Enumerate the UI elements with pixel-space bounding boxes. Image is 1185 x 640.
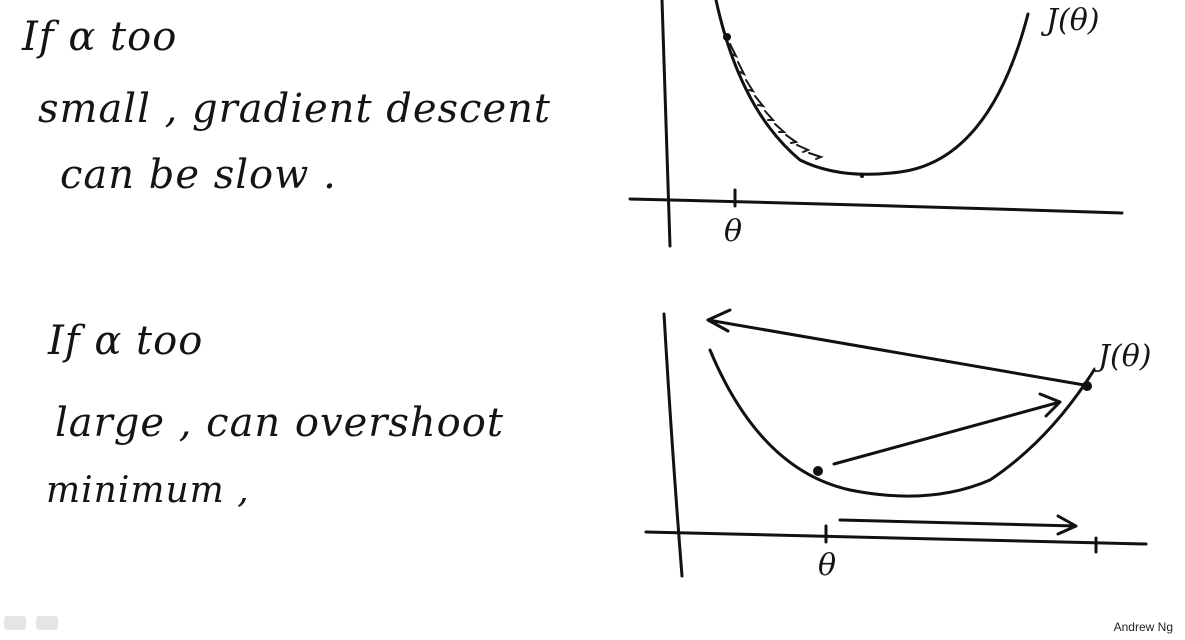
bottom-cost-label: J(θ)	[1092, 339, 1152, 374]
top-cost-curve	[714, 0, 1030, 176]
bottom-theta-label: θ	[818, 548, 836, 583]
small-alpha-note-line2: small , gradient descent	[38, 86, 551, 132]
top-start-point	[723, 33, 731, 41]
small-alpha-note-line3: can be slow .	[60, 152, 337, 198]
bottom-y-axis	[662, 312, 684, 578]
overshoot-arrow-up	[832, 392, 1062, 466]
note-control-icon[interactable]	[36, 616, 58, 630]
top-y-axis	[660, 0, 672, 248]
bottom-start-point	[813, 466, 823, 476]
overshoot-arrow-right	[838, 514, 1078, 536]
top-theta-label: θ	[724, 214, 742, 249]
large-alpha-note-line3: minimum ,	[46, 470, 250, 511]
large-alpha-note-line2: large , can overshoot	[55, 400, 504, 446]
caption-control-icon[interactable]	[4, 616, 26, 630]
top-min-point	[860, 174, 864, 178]
author-credit: Andrew Ng	[1113, 620, 1173, 634]
small-alpha-note-line1: If α too	[22, 14, 178, 60]
large-alpha-note-line1: If α too	[48, 318, 204, 364]
top-small-steps	[729, 43, 824, 160]
overshoot-arrow-left	[706, 308, 1092, 388]
player-controls	[4, 616, 58, 630]
bottom-end-point	[1082, 381, 1092, 391]
small-step-graph: θ J(θ)	[628, 0, 1124, 249]
top-x-axis	[628, 197, 1124, 215]
bottom-x-axis	[644, 530, 1148, 546]
overshoot-graph: θ J(θ)	[644, 308, 1152, 583]
bottom-cost-curve	[708, 348, 1096, 498]
top-cost-label: J(θ)	[1040, 3, 1100, 38]
